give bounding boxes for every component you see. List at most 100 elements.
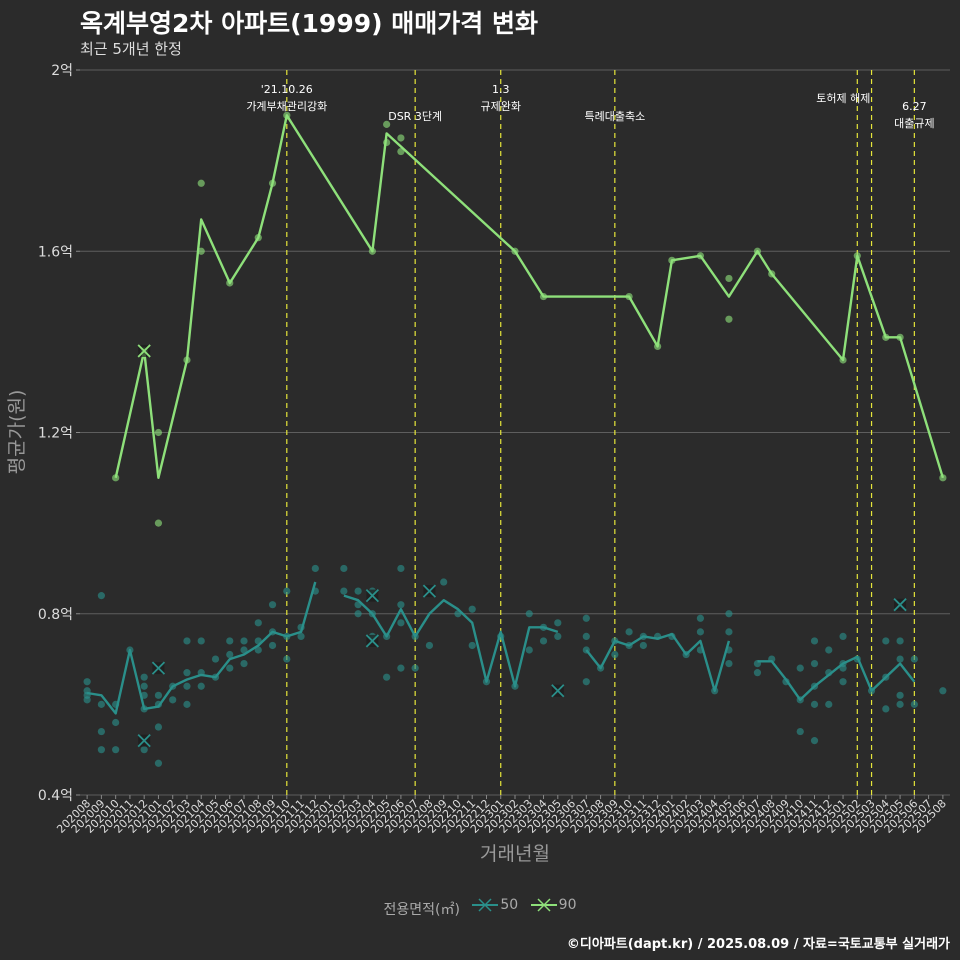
data-point-50 (411, 664, 419, 672)
cross-marker-50 (551, 684, 565, 698)
event-label: '21.10.26 가계부채관리강화 (246, 83, 327, 113)
cross-marker-90 (137, 344, 151, 358)
chart-subtitle: 최근 5개년 한정 (80, 40, 182, 58)
data-point-50 (425, 641, 434, 650)
data-point-50 (468, 641, 476, 650)
series-line-50 (757, 655, 916, 701)
data-point-50 (154, 759, 163, 767)
data-point-50 (226, 650, 234, 659)
data-point-90 (383, 120, 391, 128)
data-point-50 (896, 655, 904, 663)
data-point-50 (197, 637, 205, 645)
data-point-50 (183, 700, 191, 708)
data-point-50 (696, 628, 705, 636)
data-point-50 (183, 669, 191, 677)
cross-stroke (137, 344, 151, 358)
data-point-90 (397, 134, 405, 142)
data-point-50 (268, 641, 277, 650)
cross-marker-50 (137, 733, 151, 748)
data-point-50 (97, 700, 105, 708)
data-point-50 (939, 687, 947, 695)
event-label: DSR 3단계 (388, 110, 442, 123)
legend-item-50: 50 (470, 896, 518, 914)
data-point-50 (340, 564, 348, 573)
y-tick-label: 1.2억 (38, 426, 73, 442)
data-point-90 (154, 519, 163, 527)
x-axis-title: 거래년월 (480, 843, 550, 865)
cross-stroke (365, 634, 380, 648)
data-point-50 (226, 637, 234, 645)
data-point-50 (810, 700, 819, 708)
legend-label-50: 50 (500, 897, 519, 913)
data-series (83, 111, 947, 767)
data-point-50 (468, 605, 476, 613)
series-line-50 (343, 594, 559, 688)
data-point-50 (539, 637, 548, 645)
data-point-50 (910, 700, 918, 708)
data-point-50 (582, 678, 590, 686)
data-point-50 (169, 696, 177, 704)
data-point-50 (910, 655, 918, 663)
data-point-50 (611, 650, 619, 659)
data-point-50 (582, 614, 590, 622)
data-point-50 (725, 628, 733, 636)
data-point-50 (283, 587, 291, 595)
legend-item-90: 90 (529, 896, 577, 914)
data-point-90 (939, 474, 947, 482)
data-point-50 (197, 682, 205, 690)
data-point-50 (354, 587, 362, 595)
data-point-50 (340, 587, 348, 595)
data-point-50 (753, 669, 762, 677)
data-point-50 (825, 646, 833, 654)
data-point-50 (97, 727, 105, 736)
data-point-50 (97, 746, 105, 754)
data-point-50 (639, 641, 647, 650)
cross-marker-50 (151, 661, 166, 675)
data-point-50 (796, 664, 804, 672)
cross-stroke (893, 598, 907, 612)
event-label: 6.27 대출규제 (894, 100, 934, 130)
data-point-50 (625, 628, 633, 636)
legend: 전용면적(㎡) 50 90 (0, 896, 960, 919)
data-point-50 (896, 637, 904, 645)
data-point-50 (240, 659, 248, 668)
chart-title: 옥계부영2차 아파트(1999) 매매가격 변화 (80, 9, 538, 38)
data-point-50 (383, 673, 391, 681)
data-point-50 (397, 619, 405, 627)
series-line-50 (86, 581, 317, 715)
data-point-50 (896, 691, 904, 699)
data-point-50 (696, 614, 705, 622)
data-point-50 (311, 564, 319, 573)
y-tick-label: 0.4억 (38, 788, 73, 804)
legend-key-50 (472, 898, 499, 912)
data-point-50 (554, 619, 562, 627)
data-point-50 (397, 601, 405, 609)
data-point-50 (825, 700, 833, 708)
data-point-50 (725, 610, 733, 618)
data-point-50 (112, 746, 120, 754)
data-point-50 (154, 691, 163, 699)
series-line-90 (114, 114, 945, 479)
data-point-50 (440, 578, 448, 586)
data-point-50 (211, 655, 220, 663)
cross-marker-50 (365, 634, 380, 648)
data-point-90 (112, 474, 120, 482)
cross-stroke (422, 584, 437, 598)
y-tick-label: 1.6억 (38, 244, 73, 260)
legend-label-90: 90 (558, 897, 577, 913)
data-point-50 (268, 601, 277, 609)
data-point-50 (810, 737, 819, 745)
legend-title: 전용면적(㎡) (383, 902, 460, 918)
event-label: 토허제 해제 (816, 91, 870, 105)
data-point-50 (240, 646, 248, 654)
data-point-50 (525, 646, 533, 654)
cross-stroke (551, 684, 565, 698)
source-caption: ©디아파트(dapt.kr) / 2025.08.09 / 자료=국토교통부 실… (566, 937, 950, 952)
data-point-50 (226, 664, 234, 672)
cross-marker-50 (422, 584, 437, 598)
cross-stroke (137, 733, 151, 748)
data-point-50 (183, 682, 191, 690)
data-point-50 (839, 678, 847, 686)
